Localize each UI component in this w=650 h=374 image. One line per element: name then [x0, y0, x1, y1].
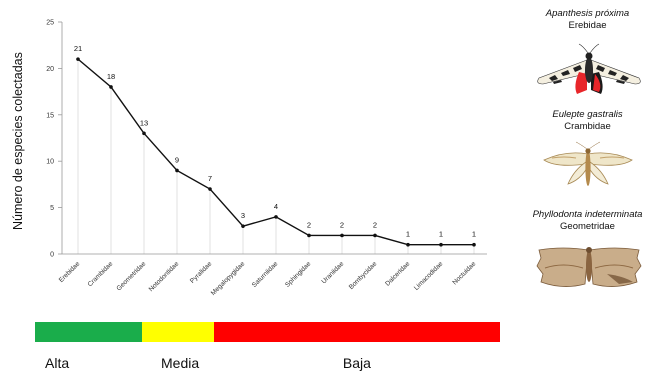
data-point: [472, 242, 476, 247]
species-caption-3: Phyllodonta indeterminata Geometridae: [520, 209, 650, 233]
data-point: [340, 233, 344, 238]
x-tick-label: Erebidae: [58, 260, 82, 284]
y-tick-label: 20: [46, 66, 54, 73]
data-label: 13: [140, 118, 148, 127]
data-label: 1: [406, 230, 410, 239]
data-label: 1: [472, 230, 476, 239]
abundance-label-baja: Baja: [342, 355, 371, 371]
moth-image-apanthesis: [537, 43, 641, 94]
abundance-segment-alta: [35, 322, 143, 342]
drop-lines: [77, 59, 475, 254]
abundance-segment-baja: [213, 322, 500, 342]
x-tick-label: Megalopygidae: [210, 260, 247, 297]
data-point: [373, 233, 377, 238]
y-tick-label: 25: [46, 20, 54, 27]
data-point: [307, 233, 311, 238]
y-tick-label: 5: [50, 205, 54, 212]
data-label: 2: [307, 220, 311, 229]
data-points: [76, 57, 476, 247]
x-tick-label: Bombycidae: [348, 260, 379, 291]
x-tick-label: Limacodidae: [413, 260, 445, 292]
y-ticks: 0 5 10 15 20 25: [46, 20, 62, 259]
species-family: Erebidae: [568, 20, 607, 31]
x-tick-labels: Erebidae Crambidae Geometridae Notodontidae…: [58, 260, 478, 297]
data-point: [241, 224, 245, 228]
y-axis-label: Número de especies colectadas: [11, 52, 25, 230]
species-scientific-name: Eulepte gastralis: [552, 109, 623, 120]
species-scientific-name: Phyllodonta indeterminata: [532, 209, 643, 220]
x-tick-label: Dalceridae: [384, 260, 411, 287]
x-tick-label: Geometridae: [116, 260, 148, 292]
data-label: 9: [175, 155, 179, 164]
abundance-label-media: Media: [161, 355, 200, 371]
x-tick-label: Noctuidae: [451, 260, 477, 286]
data-point: [208, 187, 212, 191]
species-family: Geometridae: [560, 221, 615, 232]
moth-image-phyllodonta: [536, 247, 642, 287]
y-tick-label: 0: [50, 252, 54, 259]
x-tick-label: Saturniidae: [251, 260, 280, 289]
data-label: 4: [274, 202, 278, 211]
data-label: 1: [439, 230, 443, 239]
data-label: 18: [107, 72, 115, 81]
data-label: 7: [208, 174, 212, 183]
species-family: Crambidae: [564, 121, 611, 132]
data-label: 2: [340, 220, 344, 229]
data-point: [142, 131, 146, 136]
y-tick-label: 10: [46, 159, 54, 166]
x-tick-label: Sphingidae: [284, 260, 313, 289]
abundance-segment-media: [142, 322, 214, 342]
data-point: [406, 242, 410, 247]
data-point: [274, 215, 278, 219]
species-caption-1: Apanthesis próxima Erebidae: [525, 8, 650, 32]
x-tick-label: Uraniidae: [320, 260, 345, 285]
data-label: 3: [241, 211, 245, 220]
data-point: [76, 57, 80, 61]
data-label: 2: [373, 220, 377, 229]
moth-image-eulepte: [543, 141, 633, 186]
y-tick-label: 15: [46, 112, 54, 119]
data-point: [175, 168, 179, 173]
data-point: [439, 242, 443, 247]
species-scientific-name: Apanthesis próxima: [545, 8, 630, 19]
data-point: [109, 85, 113, 89]
x-tick-label: Crambidae: [87, 260, 115, 288]
x-tick-label: Notodontidae: [148, 260, 181, 293]
species-caption-2: Eulepte gastralis Crambidae: [525, 109, 650, 133]
data-label: 21: [74, 44, 82, 53]
abundance-label-alta: Alta: [45, 355, 70, 371]
x-tick-label: Pyralidae: [189, 260, 214, 285]
